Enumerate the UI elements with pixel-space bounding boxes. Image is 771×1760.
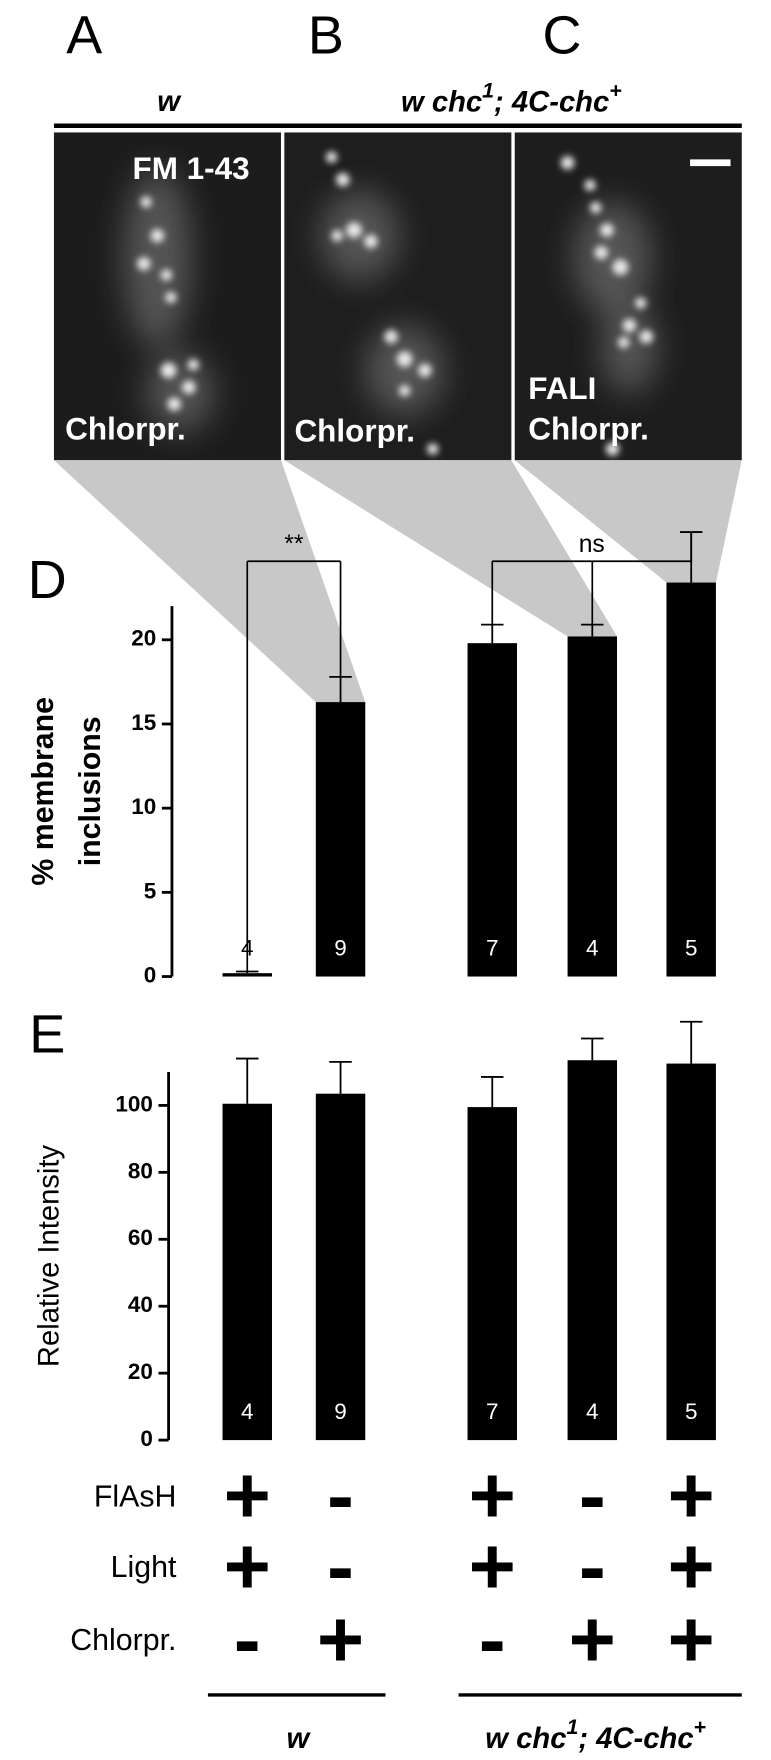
panel-letter: D	[28, 550, 67, 610]
condition-label: Chlorpr.	[70, 1624, 176, 1657]
n-label: 4	[241, 1399, 254, 1424]
n-label: 9	[334, 936, 347, 961]
condition-mark: +	[317, 1595, 364, 1685]
error-bar	[236, 1057, 259, 1104]
y-tick-label: 15	[131, 710, 156, 735]
y-tick-label: 0	[144, 962, 157, 987]
bar	[315, 702, 366, 977]
n-label: 7	[486, 936, 499, 961]
y-tick-label: 40	[128, 1292, 153, 1317]
bar	[567, 1060, 618, 1441]
superscript: 1	[566, 1714, 578, 1738]
bar	[666, 582, 716, 977]
n-label: 4	[586, 1399, 599, 1424]
panel-letter: A	[66, 6, 102, 66]
superscript: +	[609, 78, 621, 102]
zoom-wedge	[284, 460, 618, 637]
scale-bar	[690, 159, 731, 167]
y-tick-label: 20	[128, 1359, 153, 1384]
condition-mark: +	[668, 1451, 715, 1541]
condition-mark: -	[479, 1595, 506, 1685]
genotype-label: w	[157, 86, 182, 118]
image-label: Chlorpr.	[528, 411, 649, 446]
bar	[467, 1107, 517, 1441]
condition-mark: -	[579, 1451, 606, 1541]
condition-mark: -	[327, 1451, 354, 1541]
y-tick-label: 5	[144, 878, 157, 903]
text-part: w	[286, 1723, 311, 1755]
bar	[666, 1063, 716, 1441]
genotype-label: w chc1; 4C-chc+	[485, 1714, 706, 1754]
condition-mark: +	[469, 1451, 516, 1541]
condition-mark: -	[579, 1522, 606, 1612]
condition-mark: +	[469, 1522, 516, 1612]
genotype-label: w	[286, 1723, 311, 1755]
micrographs	[53, 132, 742, 461]
y-axis-label: Relative Intensity	[33, 1145, 65, 1368]
condition-mark: -	[234, 1595, 261, 1685]
image-label: Chlorpr.	[65, 411, 186, 446]
image-label: FM 1-43	[133, 151, 250, 186]
error-bar	[481, 1076, 504, 1108]
bar	[222, 973, 272, 977]
condition-mark: +	[224, 1451, 271, 1541]
n-label: 9	[334, 1399, 347, 1424]
text-part: ; 4C-chc	[578, 1723, 693, 1755]
bar	[315, 1093, 366, 1441]
condition-mark: +	[668, 1522, 715, 1612]
bar	[567, 636, 618, 977]
significance-bracket	[491, 532, 693, 625]
text-part: w chc	[401, 86, 482, 118]
panel-letter: E	[29, 1005, 65, 1065]
zoom-wedge	[53, 460, 366, 703]
n-label: 4	[586, 936, 599, 961]
error-bar	[581, 1037, 604, 1061]
superscript: +	[694, 1714, 706, 1738]
n-label: 5	[685, 1399, 698, 1424]
error-bar	[481, 623, 504, 644]
zoom-wedges	[53, 460, 742, 703]
panel-letter: C	[542, 6, 581, 66]
error-bar	[329, 1061, 352, 1094]
condition-mark: +	[224, 1522, 271, 1612]
significance-label: ns	[579, 531, 605, 558]
condition-label: Light	[111, 1551, 177, 1584]
image-label: Chlorpr.	[294, 414, 415, 449]
n-label: 7	[486, 1399, 499, 1424]
significance-bracket	[246, 560, 342, 972]
y-axis-label: % membrane	[27, 697, 60, 886]
genotype-label: w chc1; 4C-chc+	[401, 78, 622, 118]
error-bar	[236, 970, 259, 974]
condition-mark: +	[668, 1595, 715, 1685]
zoom-wedge	[514, 460, 742, 583]
y-axis-label: inclusions	[74, 716, 107, 866]
y-tick-label: 60	[128, 1225, 153, 1250]
error-bar	[679, 1020, 703, 1064]
y-tick-label: 0	[140, 1426, 153, 1451]
superscript: 1	[482, 78, 494, 102]
text-part: ; 4C-chc	[494, 86, 609, 118]
y-tick-label: 10	[131, 794, 156, 819]
bar	[222, 1103, 272, 1441]
n-label: 5	[685, 936, 698, 961]
image-label: FALI	[528, 371, 596, 406]
text-part: w chc	[485, 1723, 566, 1755]
condition-label: FlAsH	[94, 1480, 177, 1513]
panel-letter: B	[308, 6, 344, 66]
condition-mark: -	[327, 1522, 354, 1612]
bar	[467, 643, 517, 977]
y-tick-label: 80	[128, 1158, 153, 1183]
condition-mark: +	[569, 1595, 616, 1685]
y-tick-label: 20	[131, 626, 156, 651]
y-tick-label: 100	[115, 1091, 152, 1116]
puncta	[137, 151, 653, 456]
significance-label: **	[284, 531, 304, 558]
